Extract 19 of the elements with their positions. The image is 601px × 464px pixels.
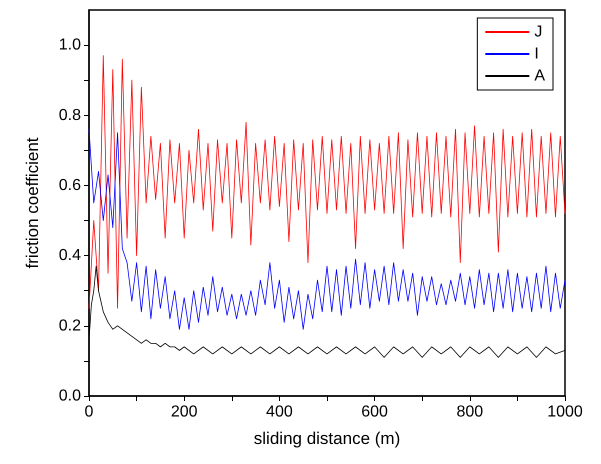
x-axis-title: sliding distance (m) bbox=[254, 429, 400, 448]
y-tick-label: 0.4 bbox=[58, 247, 82, 264]
y-tick-label: 0.8 bbox=[58, 106, 82, 124]
x-tick-label: 200 bbox=[170, 404, 198, 420]
x-tick-label: 600 bbox=[361, 404, 388, 420]
x-tick-label: 400 bbox=[266, 404, 293, 420]
legend-label: J bbox=[534, 24, 542, 40]
y-axis-title: friction coefficient bbox=[23, 137, 42, 269]
x-tick-label: 1000 bbox=[547, 404, 583, 420]
line-series bbox=[88, 55, 566, 309]
y-tick-label: 0.0 bbox=[58, 388, 82, 404]
legend-label: A bbox=[534, 68, 546, 84]
y-tick-label: 0.6 bbox=[58, 176, 82, 194]
x-tick-label: 0 bbox=[84, 404, 94, 420]
legend-label: I bbox=[534, 46, 539, 62]
y-tick-label: 0.2 bbox=[58, 317, 82, 334]
x-tick-label: 800 bbox=[456, 404, 484, 420]
y-tick-label: 1.0 bbox=[58, 36, 82, 54]
line-series bbox=[88, 128, 566, 330]
